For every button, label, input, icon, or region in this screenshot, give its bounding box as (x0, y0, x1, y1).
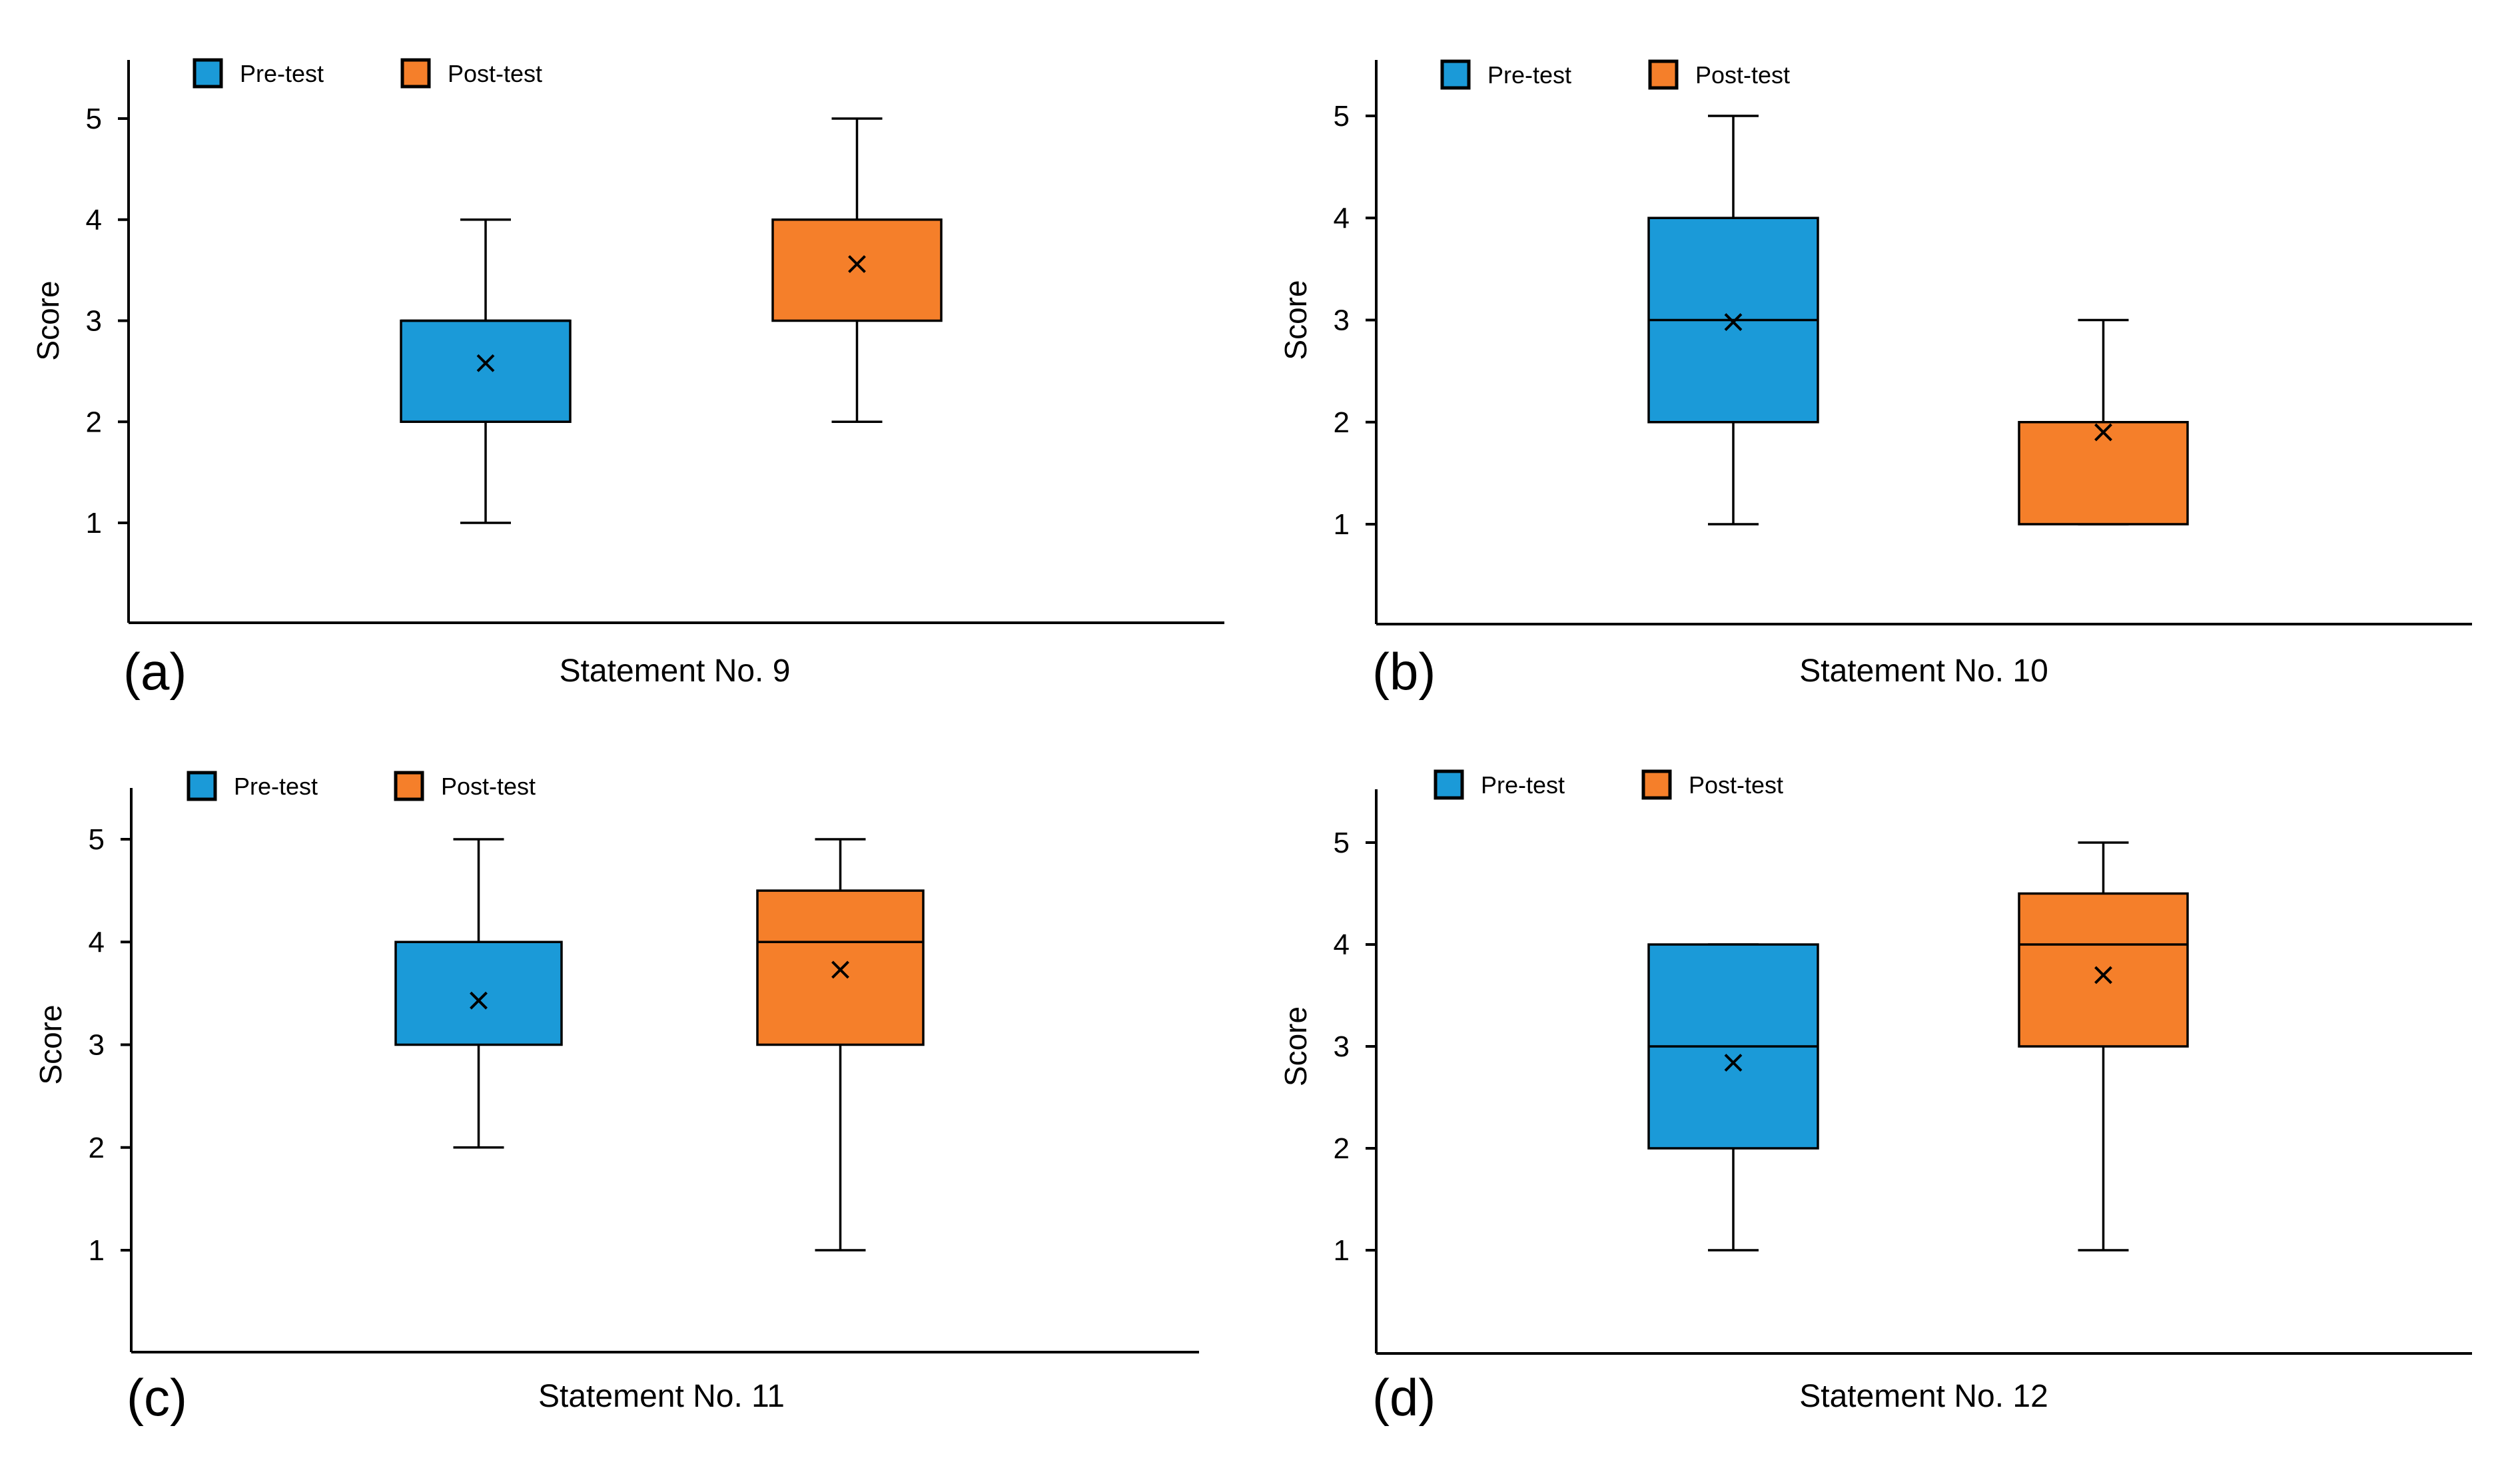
box-post-test (771, 218, 943, 322)
mean-marker-post-test (2094, 966, 2112, 984)
y-axis-label: Score (31, 280, 65, 360)
panel-label: (c) (127, 1368, 187, 1427)
legend-swatch-post (394, 771, 424, 801)
y-tick-label: 2 (86, 406, 102, 438)
y-tick-label: 5 (1334, 100, 1350, 133)
x-axis-label: Statement No. 12 (1799, 1379, 2048, 1414)
x-axis-label: Statement No. 10 (1799, 653, 2048, 689)
y-tick-label: 3 (1334, 304, 1350, 337)
mean-marker-pre-test (1724, 1054, 1743, 1072)
legend-swatch-post (1641, 769, 1672, 800)
legend-swatch-pre (1434, 769, 1464, 800)
mean-marker-post-test (2094, 423, 2112, 442)
legend-label-pre: Pre-test (1487, 61, 1571, 89)
box-post-test (2018, 421, 2189, 526)
chart-panel: 1 2 3 4 5 Score Pre-test Post-test Statement No.… (1278, 769, 2472, 1427)
y-tick-label: 4 (1334, 928, 1350, 961)
y-tick-label: 3 (89, 1029, 105, 1062)
y-tick-label: 5 (1334, 827, 1350, 859)
legend-label-pre: Pre-test (1481, 771, 1565, 799)
y-tick-label: 5 (86, 103, 102, 135)
chart-panel: 1 2 3 4 5 Score Pre-test Post-test Statement No.… (33, 771, 1199, 1427)
legend-swatch-pre (187, 771, 217, 801)
chart-panel: 1 2 3 4 5 Score Pre-test Post-test Statement No.… (31, 58, 1224, 701)
y-tick-label: 5 (89, 823, 105, 856)
legend-swatch-post (400, 58, 431, 89)
panel-label: (a) (123, 642, 187, 701)
y-tick-label: 4 (89, 926, 105, 958)
mean-marker-post-test (831, 960, 849, 979)
y-tick-label: 4 (1334, 202, 1350, 234)
y-axis-label: Score (1278, 280, 1313, 360)
legend-label-post: Post-test (1689, 771, 1783, 799)
y-tick-label: 3 (1334, 1030, 1350, 1063)
legend-label-post: Post-test (441, 773, 536, 800)
legend-swatch-post (1648, 59, 1679, 90)
mean-marker-post-test (848, 255, 866, 273)
y-tick-label: 2 (89, 1132, 105, 1164)
y-tick-label: 4 (86, 204, 102, 236)
y-tick-label: 1 (1334, 508, 1350, 541)
box-pre-test (400, 319, 572, 423)
y-tick-label: 1 (1334, 1234, 1350, 1267)
box-pre-test (394, 940, 563, 1046)
legend-swatch-pre (1440, 59, 1471, 90)
panel-label: (b) (1372, 642, 1436, 701)
legend-label-post: Post-test (448, 60, 542, 87)
chart-panel: 1 2 3 4 5 Score Pre-test Post-test Statement No.… (1278, 59, 2472, 701)
y-axis-label: Score (1278, 1006, 1313, 1086)
legend-label-pre: Pre-test (240, 60, 324, 87)
y-tick-label: 1 (89, 1234, 105, 1267)
mean-marker-pre-test (1724, 313, 1743, 331)
box-post-test (2018, 892, 2189, 1048)
x-axis-label: Statement No. 9 (560, 653, 791, 689)
legend-label-pre: Pre-test (234, 773, 318, 800)
legend-label-post: Post-test (1695, 61, 1790, 89)
legend-swatch-pre (193, 58, 223, 89)
y-tick-label: 1 (86, 507, 102, 540)
y-tick-label: 2 (1334, 1132, 1350, 1165)
box-post-test (756, 889, 925, 1046)
mean-marker-pre-test (476, 354, 495, 372)
y-tick-label: 3 (86, 305, 102, 338)
mean-marker-pre-test (470, 991, 488, 1010)
x-axis-label: Statement No. 11 (538, 1379, 785, 1414)
y-axis-label: Score (33, 1004, 68, 1084)
panel-label: (d) (1372, 1368, 1436, 1427)
y-tick-label: 2 (1334, 406, 1350, 439)
